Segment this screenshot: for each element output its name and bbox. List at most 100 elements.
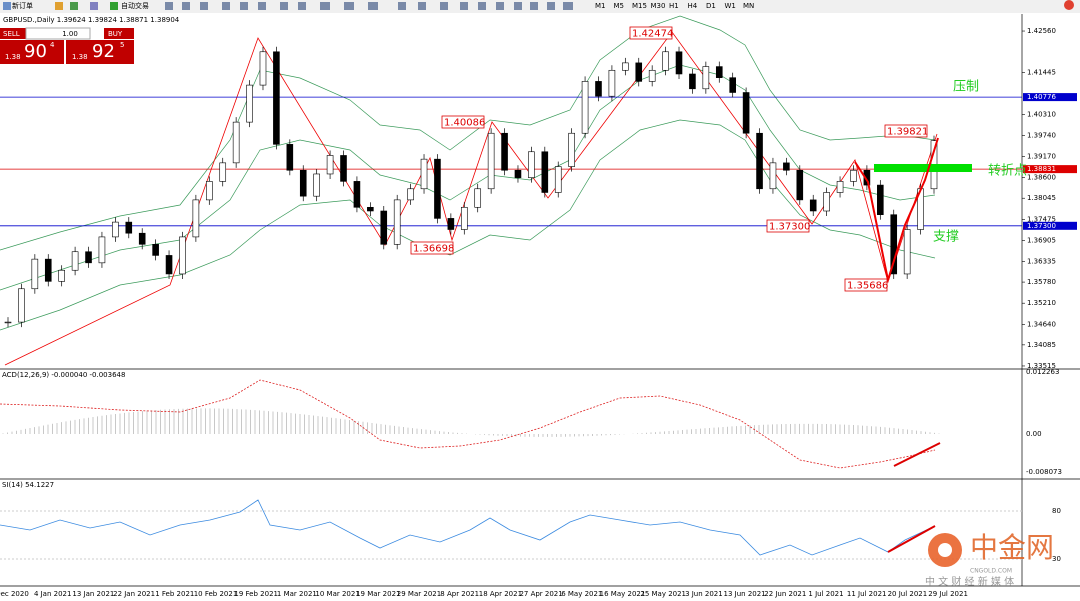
buy-price-box[interactable] (66, 40, 134, 64)
timeframe[interactable]: M1 (595, 2, 606, 10)
symbol-info: GBPUSD.,Daily 1.39624 1.39824 1.38871 1.… (3, 16, 180, 24)
rsi-tick: 80 (1052, 507, 1061, 515)
candle (662, 51, 669, 71)
lots[interactable]: 1.00 (62, 30, 78, 38)
candle (742, 92, 750, 134)
candle (689, 73, 696, 90)
x-tick-label: 16 May 2021 (600, 590, 646, 598)
candle (125, 221, 133, 234)
sell-price-box[interactable] (0, 40, 64, 64)
support-note: 支撑 (933, 230, 959, 245)
x-tick-label: 29 Mar 2021 (397, 590, 441, 598)
candle (863, 169, 871, 186)
new-order[interactable]: 新订单 (12, 1, 33, 10)
x-tick-label: 25 May 2021 (640, 590, 686, 598)
x-tick-label: 1 Mar 2021 (277, 590, 317, 598)
candle (756, 132, 763, 190)
candle (85, 251, 92, 264)
sell-button[interactable] (0, 28, 26, 39)
timeframe[interactable]: H4 (688, 2, 698, 10)
candle (460, 206, 468, 230)
buy-label[interactable]: BUY (108, 30, 123, 38)
candle (367, 206, 374, 212)
lots-input[interactable] (25, 27, 91, 40)
candle (219, 162, 227, 182)
x-tick-label: 29 Jul 2021 (928, 590, 968, 598)
sell-label[interactable]: SELL (3, 30, 20, 38)
x-tick-label: 10 Mar 2021 (315, 590, 359, 598)
turning-zone (874, 164, 972, 172)
candle (58, 269, 65, 282)
candle (877, 184, 884, 215)
level-tag (1023, 221, 1077, 230)
candle (313, 173, 320, 197)
candle (836, 181, 844, 193)
candle (31, 258, 39, 290)
turning-note: 转折点 (988, 164, 1027, 179)
timeframe[interactable]: M15 (632, 2, 647, 10)
x-tick-label: 1 Feb 2021 (155, 590, 194, 598)
y-tick-label: 1.41445 (1027, 68, 1056, 76)
timeframe[interactable]: D1 (706, 2, 716, 10)
candle (165, 255, 173, 275)
timeframe[interactable]: M30 (651, 2, 666, 10)
candle (179, 236, 186, 275)
annotation: 1.37300 (769, 222, 810, 233)
timeframe[interactable]: MN (743, 2, 754, 10)
notification[interactable] (1064, 0, 1074, 10)
bollinger-bands (0, 15, 936, 331)
candle (783, 162, 790, 171)
candle (112, 221, 119, 238)
x-tick-label: 22 Jun 2021 (764, 590, 806, 598)
icon[interactable] (55, 2, 63, 10)
y-tick-label: 1.34640 (1027, 320, 1056, 328)
candle (447, 218, 455, 230)
candle (246, 84, 253, 123)
annotation: 1.35686 (847, 281, 888, 292)
annotation: 1.36698 (413, 244, 454, 255)
candle (393, 199, 401, 245)
icon[interactable] (90, 2, 98, 10)
slogan: 中 文 财 经 新 媒 体 (925, 575, 1014, 588)
timeframe[interactable]: M5 (614, 2, 625, 10)
buy-button[interactable] (104, 28, 134, 39)
candle (622, 62, 629, 71)
candle (635, 62, 643, 82)
x-tick-label: 3 Jun 2021 (685, 590, 723, 598)
icon[interactable] (3, 2, 11, 10)
buy-frac: 5 (120, 41, 124, 49)
annotation: 1.40086 (444, 118, 485, 129)
toolbar-icons (165, 2, 573, 10)
candle (232, 121, 240, 164)
y-tick-label: 1.37475 (1027, 215, 1056, 223)
timeframe[interactable]: H1 (669, 2, 679, 10)
y-tick-label: 1.39170 (1027, 153, 1056, 161)
logo (938, 543, 952, 557)
x-tick-label: 27 Apr 2021 (519, 590, 562, 598)
candle (702, 66, 710, 90)
buy-pips: 92 (92, 41, 115, 62)
y-tick-label: 1.40310 (1027, 110, 1056, 118)
buy-big: 1.38 (72, 53, 88, 61)
candle (286, 144, 294, 171)
candle (138, 232, 146, 245)
icon[interactable] (110, 2, 118, 10)
candle (474, 188, 482, 208)
y-tick-label: 1.38600 (1027, 174, 1056, 182)
y-tick-label: 1.34085 (1027, 341, 1056, 349)
candle (273, 51, 280, 145)
y-tick-label: 1.35210 (1027, 299, 1056, 307)
icon[interactable] (70, 2, 78, 10)
candle (850, 169, 857, 182)
candle (299, 169, 307, 197)
x-tick-label: 1 Jul 2021 (808, 590, 843, 598)
candle (903, 229, 911, 275)
candle (340, 155, 347, 182)
timeframe[interactable]: W1 (725, 2, 736, 10)
candle (581, 81, 589, 134)
candle (608, 69, 616, 97)
candle (595, 81, 602, 97)
candle (326, 155, 334, 175)
auto-trading[interactable]: 自动交易 (121, 1, 149, 10)
x-tick-label: 13 Jan 2021 (72, 590, 114, 598)
